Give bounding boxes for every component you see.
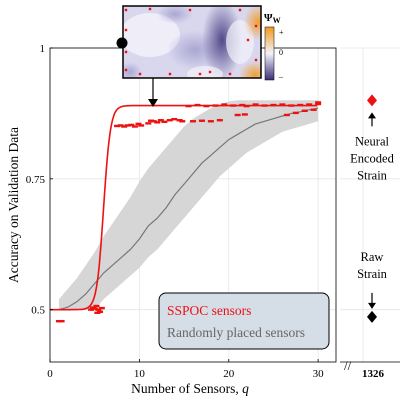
sspoc-point <box>128 123 135 127</box>
sspoc-point <box>98 306 105 310</box>
sspoc-point <box>88 308 95 311</box>
legend-entry-random: Randomly placed sensors <box>167 325 305 340</box>
sspoc-point <box>124 124 131 127</box>
inset-sensor-dot <box>124 28 128 32</box>
random-mean-path <box>58 107 319 311</box>
inset-sensor-dot <box>254 24 258 28</box>
colorbar-tick-zero: 0 <box>279 48 283 57</box>
neural-encoded-arrow-head <box>368 112 376 119</box>
sspoc-point <box>221 103 228 106</box>
x-tick-label: 30 <box>313 368 325 380</box>
colorbar-tick-minus: – <box>278 72 284 81</box>
colorbar: ΨW + 0 – <box>264 12 284 81</box>
inset-sensor-dot <box>198 72 202 76</box>
inset-sensor-dot <box>254 58 258 62</box>
sspoc-point <box>292 111 299 115</box>
sspoc-point <box>179 120 186 123</box>
sspoc-point <box>94 311 101 315</box>
sspoc-point <box>145 122 152 125</box>
sspoc-point <box>207 120 214 123</box>
extra-xtick-label: 1326 <box>362 368 385 380</box>
x-tick-label: 0 <box>47 368 53 380</box>
sspoc-point <box>190 120 196 123</box>
sspoc-point <box>91 307 98 310</box>
neural-encoded-label-line: Neural <box>355 134 390 148</box>
colorbar-label: ΨW <box>264 12 281 25</box>
sspoc-point <box>301 109 308 112</box>
axis-ticks: 0 10 20 30 0.5 0.75 1 <box>26 43 324 380</box>
sspoc-point <box>135 122 142 126</box>
inset-sensor-dot <box>124 50 128 54</box>
legend-entry-sspoc: SSPOC sensors <box>167 303 251 318</box>
colorbar-tick-plus: + <box>279 28 284 37</box>
inset-sensor-dot <box>168 72 172 76</box>
inset-sensor-dot <box>148 7 152 11</box>
sspoc-point <box>117 124 124 127</box>
neural-encoded-marker <box>367 94 377 107</box>
sspoc-point <box>95 308 102 311</box>
sspoc-point <box>114 124 121 128</box>
x-axis-label: Number of Sensors, q <box>131 381 249 396</box>
inset-sensor-dot <box>124 8 128 12</box>
random-sensors-band <box>58 100 319 310</box>
legend-box <box>158 292 330 350</box>
sspoc-point <box>241 113 248 116</box>
sspoc-point <box>252 103 259 106</box>
sspoc-point <box>138 124 145 127</box>
sspoc-point <box>315 101 322 104</box>
sspoc-fit-path <box>50 104 318 311</box>
inset-sensor-dot <box>208 70 212 74</box>
sspoc-point <box>150 120 157 123</box>
sspoc-point <box>131 125 138 128</box>
random-band-area <box>58 100 319 310</box>
inset-sensor-dot <box>238 8 242 12</box>
sspoc-point <box>58 319 65 323</box>
sspoc-point <box>315 102 322 106</box>
legend: SSPOC sensors Randomly placed sensors <box>158 292 330 350</box>
axis-break-marker: // <box>344 358 352 373</box>
y-tick-label: 0.75 <box>26 174 46 186</box>
inset-sensor-dot <box>246 38 250 42</box>
sspoc-point <box>279 103 286 106</box>
neural-encoded-label-line: Encoded <box>350 151 394 165</box>
random-sensors-mean-line <box>58 107 319 311</box>
sspoc-point <box>310 108 317 111</box>
y-axis-label: Accuracy on Validation Data <box>6 127 21 283</box>
inset-sensor-dot <box>188 8 192 12</box>
neural-encoded-label-line: Strain <box>357 168 388 182</box>
inset-heatmap <box>122 5 262 79</box>
sspoc-point <box>234 113 241 117</box>
inset-arrow-head <box>148 99 158 107</box>
sspoc-point <box>166 119 173 122</box>
sspoc-point <box>216 119 223 122</box>
sspoc-point <box>93 304 100 308</box>
sspoc-point <box>198 119 205 122</box>
raw-strain-label-line: Raw <box>361 250 384 264</box>
sspoc-point <box>157 119 164 122</box>
inset-marker-dot <box>116 37 128 49</box>
sspoc-point <box>161 120 168 123</box>
raw-strain-label-line: Strain <box>357 267 388 281</box>
inset-sensor-dot <box>228 72 232 76</box>
sspoc-point <box>154 121 161 124</box>
inset-sensor-dot <box>124 68 128 72</box>
y-tick-label: 0.5 <box>31 305 45 317</box>
sspoc-fit-curve <box>50 104 318 311</box>
sspoc-point <box>171 117 178 121</box>
sspoc-point <box>306 103 313 106</box>
raw-strain-arrow-head <box>368 302 376 309</box>
sspoc-point <box>121 125 128 128</box>
y-tick-label: 1 <box>40 43 46 55</box>
x-tick-label: 10 <box>134 368 146 380</box>
x-tick-label: 20 <box>223 368 235 380</box>
sspoc-point <box>283 113 290 117</box>
inset-sensor-dot <box>138 72 142 76</box>
inset-sensor-dots <box>124 7 258 76</box>
raw-strain-marker <box>367 310 377 323</box>
baselines: Neural Encoded Strain Raw Strain <box>350 94 395 323</box>
